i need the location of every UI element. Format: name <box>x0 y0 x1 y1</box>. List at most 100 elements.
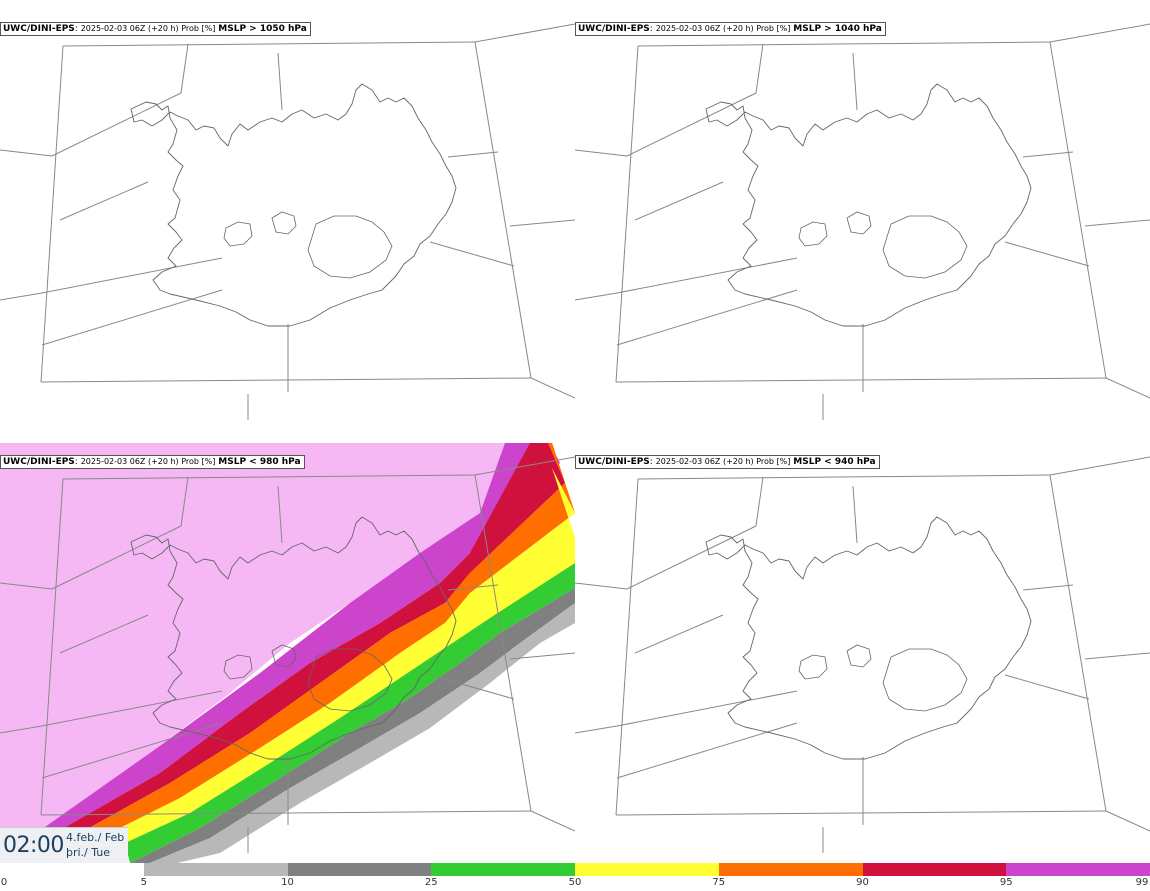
region-border <box>1049 41 1107 379</box>
panel-title: UWC/DINI-EPS: 2025-02-03 06Z (+20 h) Pro… <box>575 22 886 36</box>
region-border <box>615 478 639 816</box>
region-border <box>1049 474 1107 812</box>
threshold-label: MSLP > 1050 hPa <box>218 24 307 34</box>
region-border <box>474 474 532 812</box>
region-border <box>40 478 64 816</box>
region-border <box>0 292 43 301</box>
iceland-coastline <box>705 83 1032 327</box>
colorbar-tick-label: 10 <box>281 877 294 888</box>
colorbar-segment <box>718 863 863 876</box>
region-border <box>1084 652 1150 660</box>
region-border <box>1105 810 1150 832</box>
colorbar-tick-label: 95 <box>999 877 1013 888</box>
iceland-coastline <box>130 516 457 760</box>
region-border <box>615 810 1107 816</box>
region-border <box>616 722 798 779</box>
iceland-coastline <box>705 516 1032 760</box>
region-border <box>626 92 757 157</box>
glacier-outline <box>798 654 828 680</box>
colorbar-tick-label: 25 <box>424 877 438 888</box>
region-border <box>615 377 1107 383</box>
glacier-outline <box>307 215 393 279</box>
region-border <box>637 474 1051 480</box>
valid-date: 4.feb./ Feb <box>66 831 125 844</box>
glacier-outline <box>882 648 968 712</box>
region-border <box>755 43 764 94</box>
region-border <box>615 45 639 383</box>
colorbar-segment <box>143 863 288 876</box>
region-border <box>277 485 283 544</box>
region-border <box>51 525 182 590</box>
region-border <box>1105 377 1150 399</box>
region-border <box>41 690 223 727</box>
map-canvas <box>575 456 1150 853</box>
region-border <box>575 292 618 301</box>
glacier-outline <box>798 221 828 247</box>
region-border <box>616 289 798 346</box>
map-canvas <box>0 443 575 867</box>
region-border <box>575 149 628 157</box>
colorbar-tick-label: 5 <box>140 877 147 888</box>
region-border <box>40 377 532 383</box>
region-border <box>1004 241 1090 267</box>
colorbar-segment <box>287 863 432 876</box>
region-border <box>1049 23 1150 43</box>
map-panel-mslp-gt-1040: UWC/DINI-EPS: 2025-02-03 06Z (+20 h) Pro… <box>575 10 1150 434</box>
panel-title: UWC/DINI-EPS: 2025-02-03 06Z (+20 h) Pro… <box>575 455 880 469</box>
run-info: 2025-02-03 06Z (+20 h) Prob [%] <box>80 457 216 466</box>
region-border <box>474 23 575 43</box>
region-border <box>0 582 53 590</box>
region-border <box>509 219 575 227</box>
run-info: 2025-02-03 06Z (+20 h) Prob [%] <box>655 24 791 33</box>
region-border <box>447 151 499 158</box>
model-name: UWC/DINI-EPS <box>578 457 650 467</box>
region-border <box>1004 674 1090 700</box>
glacier-outline <box>271 211 297 235</box>
region-border <box>530 810 575 832</box>
run-info: 2025-02-03 06Z (+20 h) Prob [%] <box>655 457 791 466</box>
region-border <box>41 289 223 346</box>
colorbar-segment <box>1006 863 1150 876</box>
glacier-outline <box>223 654 253 680</box>
region-border <box>180 43 189 94</box>
colorbar-segment <box>575 863 719 876</box>
panel-title: UWC/DINI-EPS: 2025-02-03 06Z (+20 h) Pro… <box>0 455 305 469</box>
region-border <box>634 181 724 221</box>
panel-title: UWC/DINI-EPS: 2025-02-03 06Z (+20 h) Pro… <box>0 22 311 36</box>
map-canvas <box>575 23 1150 420</box>
region-border <box>1022 151 1074 158</box>
valid-time-box: 02:00 4.feb./ Feb þri./ Tue <box>0 827 128 864</box>
prob-band-90-95 <box>45 443 560 833</box>
region-border <box>429 674 515 700</box>
valid-time: 02:00 <box>3 833 64 858</box>
colorbar-tick-label: 0 <box>0 877 8 888</box>
colorbar-segment <box>431 863 575 876</box>
region-border <box>616 257 798 294</box>
region-border <box>429 241 515 267</box>
region-border <box>1084 219 1150 227</box>
model-name: UWC/DINI-EPS <box>3 457 75 467</box>
colorbar-segment <box>862 863 1007 876</box>
threshold-label: MSLP > 1040 hPa <box>793 24 882 34</box>
region-border <box>575 582 628 590</box>
region-border <box>626 525 757 590</box>
colorbar-tick-label: 50 <box>568 877 582 888</box>
region-border <box>62 474 476 480</box>
colorbar-tick-label: 90 <box>856 877 869 888</box>
region-border <box>1022 584 1074 591</box>
region-border <box>474 41 532 379</box>
map-canvas <box>0 23 575 420</box>
model-name: UWC/DINI-EPS <box>578 24 650 34</box>
colorbar-tick-label: 99 <box>1135 877 1149 888</box>
region-border <box>0 149 53 157</box>
map-panel-mslp-lt-980: UWC/DINI-EPS: 2025-02-03 06Z (+20 h) Pro… <box>0 443 575 867</box>
region-border <box>41 257 223 294</box>
region-border <box>180 476 189 527</box>
run-info: 2025-02-03 06Z (+20 h) Prob [%] <box>80 24 216 33</box>
region-border <box>59 614 149 654</box>
map-panel-mslp-lt-940: UWC/DINI-EPS: 2025-02-03 06Z (+20 h) Pro… <box>575 443 1150 867</box>
region-border <box>530 377 575 399</box>
region-border <box>637 41 1051 47</box>
region-border <box>852 52 858 111</box>
threshold-label: MSLP < 940 hPa <box>793 457 876 467</box>
